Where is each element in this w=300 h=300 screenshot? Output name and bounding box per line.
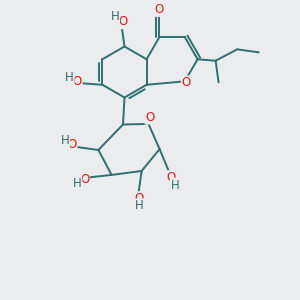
Text: O: O [118,15,127,28]
Text: H: H [65,71,74,84]
Text: O: O [73,75,82,88]
Text: O: O [167,171,176,184]
Text: O: O [68,138,76,151]
Text: H: H [171,178,180,192]
Text: O: O [135,192,144,205]
Text: H: H [73,177,82,190]
Text: H: H [135,199,144,212]
Text: O: O [155,3,164,16]
Text: H: H [110,10,119,23]
Text: O: O [182,76,191,89]
Text: O: O [146,111,154,124]
Text: H: H [60,134,69,148]
Text: O: O [80,173,89,186]
